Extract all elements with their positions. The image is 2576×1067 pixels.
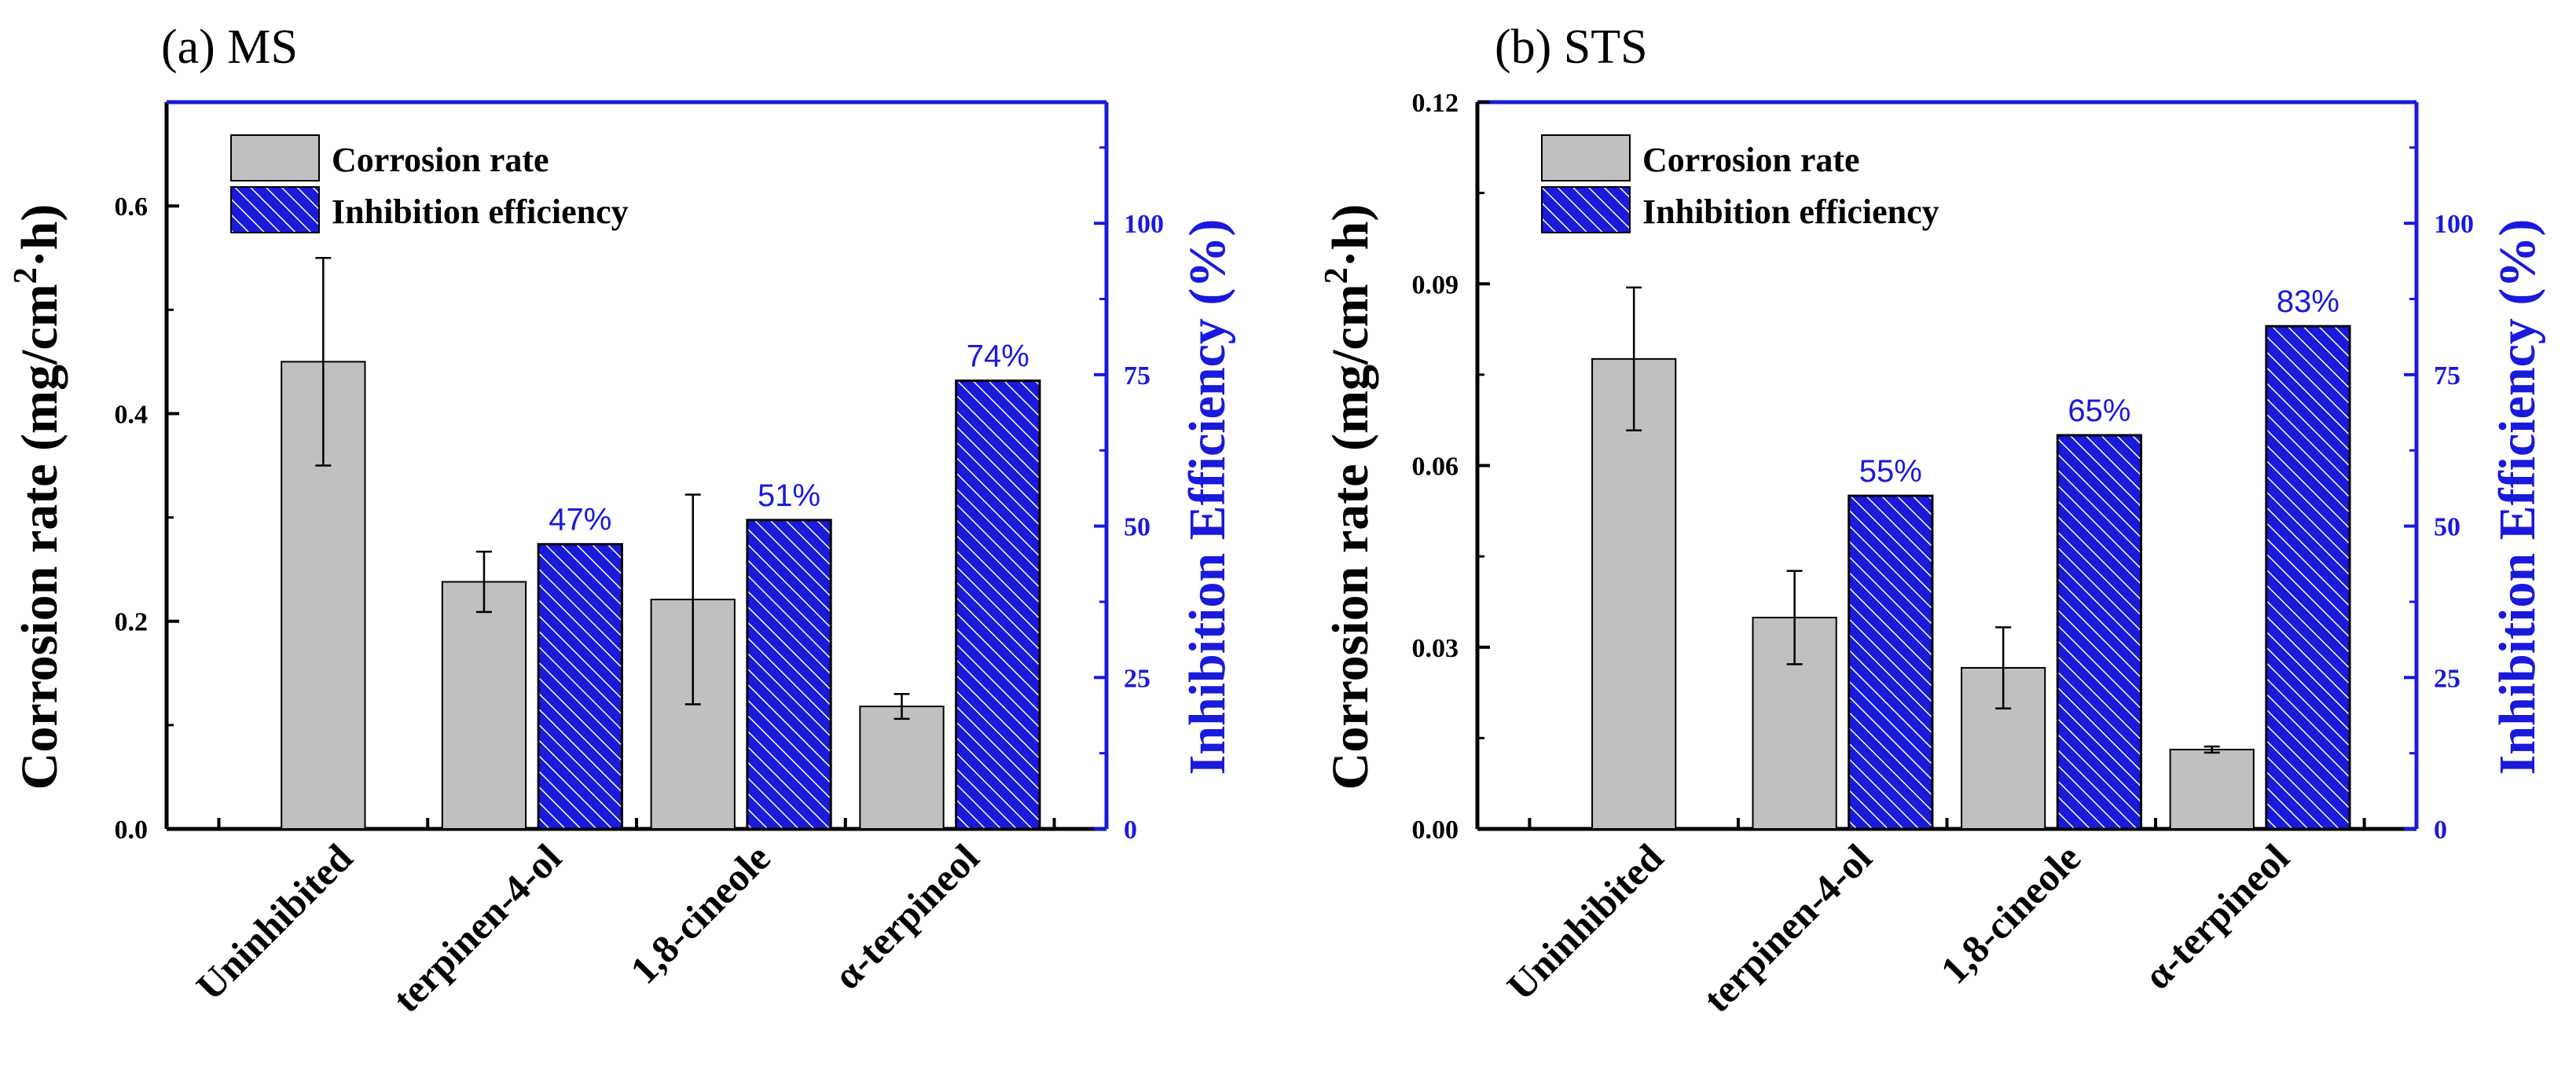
left-axis-label-tail: ·h) (11, 204, 68, 268)
category-label: 1,8-cineole (1932, 835, 2089, 992)
right-tick-label: 25 (1124, 664, 1150, 693)
legend-label-corrosion-rate: Corrosion rate (332, 141, 549, 179)
data-label: 51% (758, 478, 820, 513)
data-label: 74% (967, 339, 1029, 374)
left-tick-label: 0.4 (115, 400, 149, 429)
right-tick-label: 50 (1124, 513, 1150, 542)
legend-swatch-inhibition-efficiency (230, 186, 320, 233)
left-tick-label: 0.12 (1412, 89, 1459, 118)
left-tick-label: 0.03 (1412, 634, 1459, 663)
chart-panel-ms: (a) MS 0.0 0.2 0.4 0.6 0 25 50 75 100 Corrosion ra… (8, 20, 1236, 1021)
right-tick-label: 0 (2434, 816, 2447, 845)
chart-title: (a) MS (161, 20, 298, 74)
bar-corrosion-rate (859, 706, 945, 830)
chart-title: (b) STS (1495, 20, 1648, 74)
right-tick-label: 25 (2434, 664, 2460, 693)
legend-label-inhibition-efficiency: Inhibition efficiency (1642, 192, 1939, 231)
right-tick-label: 75 (2434, 361, 2460, 390)
legend-swatch-corrosion-rate (230, 134, 320, 182)
data-label: 55% (1859, 454, 1922, 489)
chart-panel-sts: (b) STS 0.00 0.03 0.06 0.09 0.12 0 25 50 75 100 Cor… (1319, 20, 2546, 1021)
left-tick-label: 0.09 (1412, 270, 1459, 299)
bar-corrosion-rate (441, 581, 527, 830)
right-axis-label: Inhibition Efficiency (%) (1179, 219, 1236, 776)
left-axis-label-sup: 2 (8, 267, 44, 284)
right-tick-label: 50 (2434, 513, 2460, 542)
right-axis-label: Inhibition Efficiency (%) (2489, 219, 2546, 776)
right-tick-label: 75 (1124, 361, 1150, 390)
category-label: α-terpineol (2135, 835, 2298, 998)
left-axis-label-main: Corrosion rate (mg/cm (1322, 284, 1379, 790)
bar-inhibition-efficiency (537, 543, 623, 830)
legend-swatch-inhibition-efficiency (1541, 186, 1631, 233)
category-label: Uninhibited (1499, 835, 1672, 1009)
legend-swatch-corrosion-rate (1541, 134, 1631, 182)
bar-inhibition-efficiency (955, 380, 1041, 830)
left-axis-label: Corrosion rate (mg/cm2·h) (8, 204, 68, 790)
data-label: 65% (2068, 394, 2130, 428)
category-label: α-terpineol (825, 835, 988, 998)
left-axis-label: Corrosion rate (mg/cm2·h) (1319, 204, 1379, 790)
bar-inhibition-efficiency (2265, 324, 2351, 830)
left-axis-label-tail: ·h) (1322, 204, 1379, 268)
left-tick-label: 0.6 (115, 192, 149, 222)
right-tick-label: 100 (1124, 210, 1164, 239)
left-axis-label-sup: 2 (1319, 267, 1355, 284)
bar-corrosion-rate (2169, 749, 2255, 830)
left-tick-label: 0.00 (1412, 816, 1459, 845)
data-label: 83% (2277, 284, 2339, 319)
bar-corrosion-rate (1591, 358, 1677, 830)
right-tick-label: 100 (2434, 210, 2474, 239)
category-label: Uninhibited (188, 835, 361, 1009)
legend-label-inhibition-efficiency: Inhibition efficiency (332, 192, 629, 231)
left-tick-label: 0.2 (115, 608, 149, 637)
bar-inhibition-efficiency (1848, 494, 1934, 830)
left-axis-label-main: Corrosion rate (mg/cm (11, 284, 68, 790)
category-label: 1,8-cineole (622, 835, 779, 992)
category-label: terpinen-4-ol (384, 835, 570, 1021)
bar-inhibition-efficiency (746, 519, 832, 830)
data-label: 47% (549, 503, 611, 537)
left-tick-label: 0.06 (1412, 453, 1459, 482)
right-tick-label: 0 (1124, 816, 1137, 845)
bar-inhibition-efficiency (2056, 434, 2143, 830)
legend-label-corrosion-rate: Corrosion rate (1642, 141, 1860, 179)
left-tick-label: 0.0 (115, 816, 149, 845)
category-label: terpinen-4-ol (1695, 835, 1881, 1021)
